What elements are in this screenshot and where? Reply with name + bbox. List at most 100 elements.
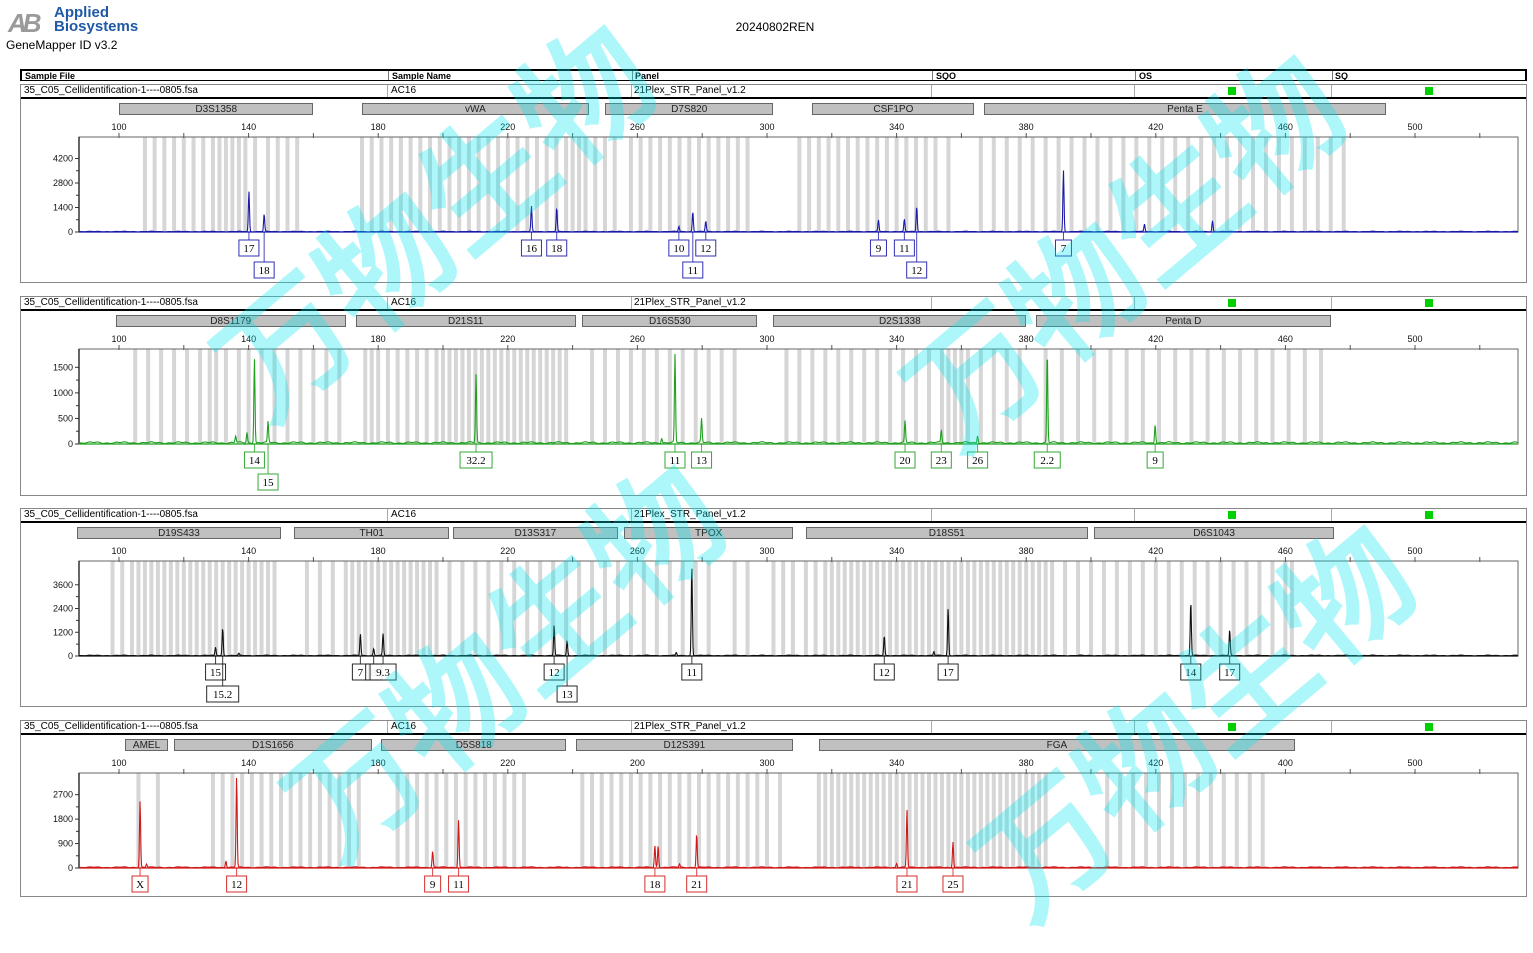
allele-call[interactable]: 11: [683, 262, 703, 278]
allele-bin: [389, 137, 393, 232]
allele-bin: [276, 137, 280, 232]
allele-bin: [418, 137, 422, 232]
allele-bin: [266, 561, 270, 656]
allele-bin: [940, 773, 944, 868]
allele-call[interactable]: 13: [692, 452, 712, 468]
allele-bin: [707, 773, 711, 868]
allele-call[interactable]: 17: [1220, 664, 1240, 680]
allele-bin: [843, 561, 847, 656]
allele-bin: [389, 561, 393, 656]
y-tick-label: 0: [68, 227, 73, 237]
allele-bin: [895, 773, 899, 868]
allele-bin: [409, 561, 413, 656]
allele-call[interactable]: 21: [687, 876, 707, 892]
y-tick-label: 0: [68, 651, 73, 661]
allele-call[interactable]: 11: [682, 664, 702, 680]
allele-label: 21: [901, 879, 912, 891]
allele-call[interactable]: 12: [544, 664, 564, 680]
allele-call[interactable]: 9: [1147, 452, 1163, 468]
allele-label: 12: [911, 265, 922, 277]
allele-call[interactable]: 13: [557, 686, 577, 702]
allele-call[interactable]: 12: [696, 240, 716, 256]
allele-bin: [370, 349, 374, 444]
allele-bin: [797, 137, 801, 232]
allele-call[interactable]: 14: [1181, 664, 1201, 680]
allele-call[interactable]: 14: [244, 452, 264, 468]
allele-call[interactable]: 7: [1055, 240, 1071, 256]
allele-call[interactable]: 21: [897, 876, 917, 892]
allele-bin: [1018, 349, 1022, 444]
allele-bin: [778, 773, 782, 868]
allele-bin: [370, 561, 374, 656]
allele-bin: [959, 773, 963, 868]
allele-bin: [746, 773, 750, 868]
allele-call[interactable]: 18: [254, 262, 274, 278]
allele-call[interactable]: 17: [938, 664, 958, 680]
x-tick-label: 260: [630, 122, 645, 132]
allele-bin: [350, 561, 354, 656]
allele-bin: [1287, 349, 1291, 444]
allele-label: 10: [673, 243, 685, 255]
allele-call[interactable]: 10: [669, 240, 689, 256]
allele-bin: [921, 561, 925, 656]
allele-bin: [1206, 561, 1210, 656]
allele-bin: [247, 561, 251, 656]
allele-bin: [217, 137, 221, 232]
allele-bin: [363, 561, 367, 656]
allele-call[interactable]: 12: [227, 876, 247, 892]
allele-bin: [992, 137, 996, 232]
allele-bin: [328, 773, 332, 868]
allele-bin: [1180, 561, 1184, 656]
allele-call[interactable]: 11: [449, 876, 469, 892]
allele-bin: [1170, 773, 1174, 868]
allele-call[interactable]: 18: [547, 240, 567, 256]
allele-bin: [337, 773, 341, 868]
allele-call[interactable]: 17: [239, 240, 259, 256]
allele-call[interactable]: 11: [894, 240, 914, 256]
run-title: 20240802REN: [700, 20, 850, 34]
x-tick-label: 340: [889, 758, 904, 768]
allele-bin: [998, 773, 1002, 868]
allele-call[interactable]: 23: [931, 452, 951, 468]
allele-call[interactable]: 11: [665, 452, 685, 468]
allele-bin: [849, 349, 853, 444]
allele-call[interactable]: 26: [968, 452, 988, 468]
allele-call[interactable]: 12: [874, 664, 894, 680]
allele-bin: [467, 137, 471, 232]
allele-bin: [182, 561, 186, 656]
allele-bin: [849, 773, 853, 868]
allele-bin: [619, 773, 623, 868]
allele-bin: [289, 773, 293, 868]
allele-call[interactable]: 16: [521, 240, 541, 256]
x-tick-label: 460: [1278, 546, 1293, 556]
allele-bin: [273, 349, 277, 444]
allele-call[interactable]: 25: [943, 876, 963, 892]
allele-call[interactable]: 20: [895, 452, 915, 468]
allele-call[interactable]: 15: [258, 474, 278, 490]
allele-bin: [298, 773, 302, 868]
allele-label: 16: [526, 243, 538, 255]
allele-bin: [603, 561, 607, 656]
allele-call[interactable]: 15.2: [207, 686, 239, 702]
allele-call[interactable]: 2.2: [1034, 452, 1060, 468]
allele-label: 17: [243, 243, 255, 255]
allele-call[interactable]: 9: [425, 876, 441, 892]
allele-label: 13: [562, 689, 574, 701]
x-tick-label: 380: [1019, 546, 1034, 556]
allele-bin: [927, 561, 931, 656]
allele-bin: [1131, 773, 1135, 868]
allele-bin: [483, 773, 487, 868]
allele-label: 20: [900, 455, 912, 467]
allele-call[interactable]: X: [132, 876, 148, 892]
allele-label: 13: [696, 455, 708, 467]
allele-call[interactable]: 18: [645, 876, 665, 892]
allele-bin: [273, 561, 277, 656]
allele-call[interactable]: 9.3: [370, 664, 396, 680]
allele-call[interactable]: 32.2: [460, 452, 492, 468]
allele-bin: [1125, 349, 1129, 444]
allele-call[interactable]: 12: [907, 262, 927, 278]
allele-bin: [817, 137, 821, 232]
allele-call[interactable]: 9: [870, 240, 886, 256]
x-tick-label: 220: [500, 334, 515, 344]
